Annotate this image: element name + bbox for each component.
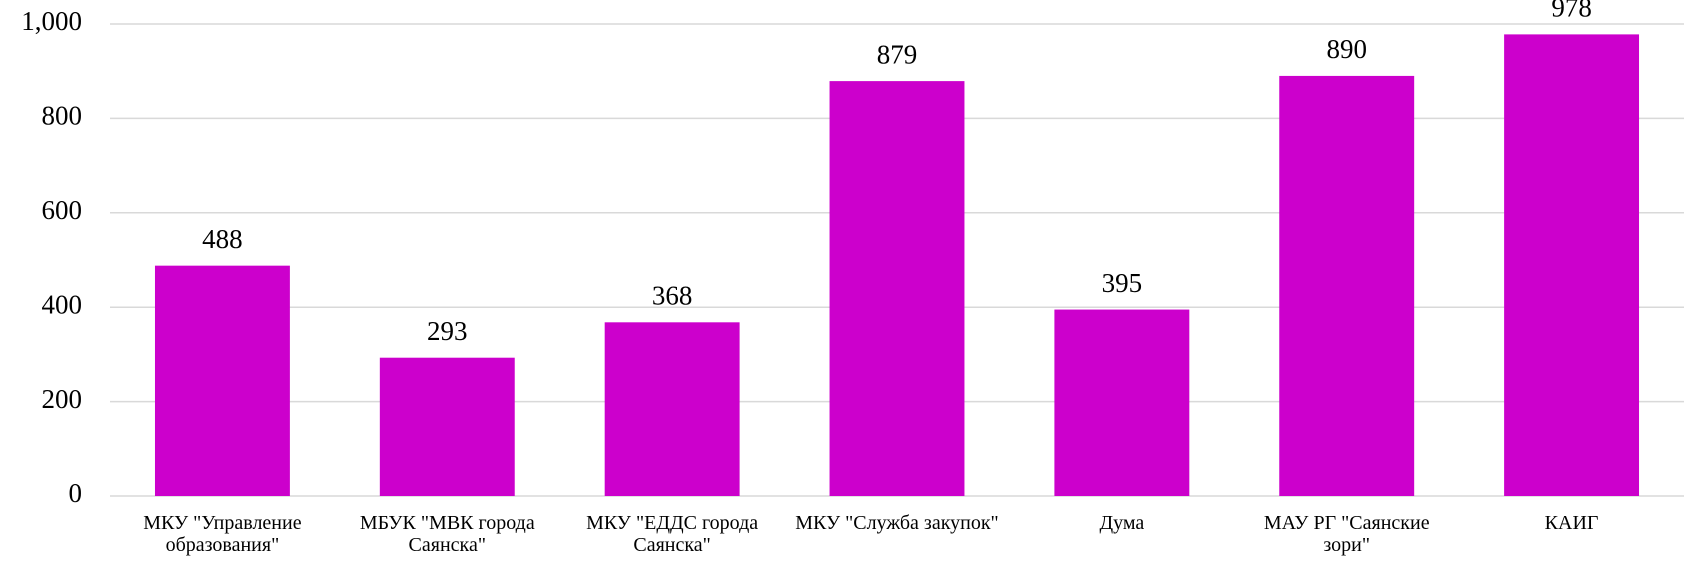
bar <box>379 357 515 496</box>
y-tick-label: 0 <box>69 478 83 508</box>
bar <box>154 265 290 496</box>
x-tick-label: МКУ "ЕДДС города Саянска" <box>586 512 759 556</box>
x-tick-label: МКУ "Управление образования" <box>143 512 302 556</box>
value-label: 890 <box>1326 34 1367 64</box>
y-tick-label: 1,000 <box>21 6 82 36</box>
value-label: 879 <box>877 39 918 69</box>
bar <box>1504 34 1640 496</box>
x-tick-label: МАУ РГ "Саянские зори" <box>1263 512 1430 556</box>
bar <box>604 322 740 496</box>
y-tick-label: 800 <box>42 101 83 131</box>
x-tick-label: МБУК "МВК города Саянска" <box>359 512 535 556</box>
x-tick-label: КАИГ <box>1544 512 1599 534</box>
value-label: 978 <box>1551 0 1592 23</box>
x-tick-label: МКУ "Служба закупок" <box>795 512 999 534</box>
value-label: 488 <box>202 224 243 254</box>
value-label: 368 <box>652 281 693 311</box>
y-tick-label: 400 <box>42 289 83 319</box>
y-tick-label: 600 <box>42 195 83 225</box>
y-tick-label: 200 <box>42 384 83 414</box>
bar <box>1054 309 1190 496</box>
value-label: 293 <box>427 316 468 346</box>
x-tick-label: Дума <box>1099 512 1145 534</box>
value-label: 395 <box>1102 268 1143 298</box>
bar <box>1279 75 1415 497</box>
bar <box>829 81 965 496</box>
